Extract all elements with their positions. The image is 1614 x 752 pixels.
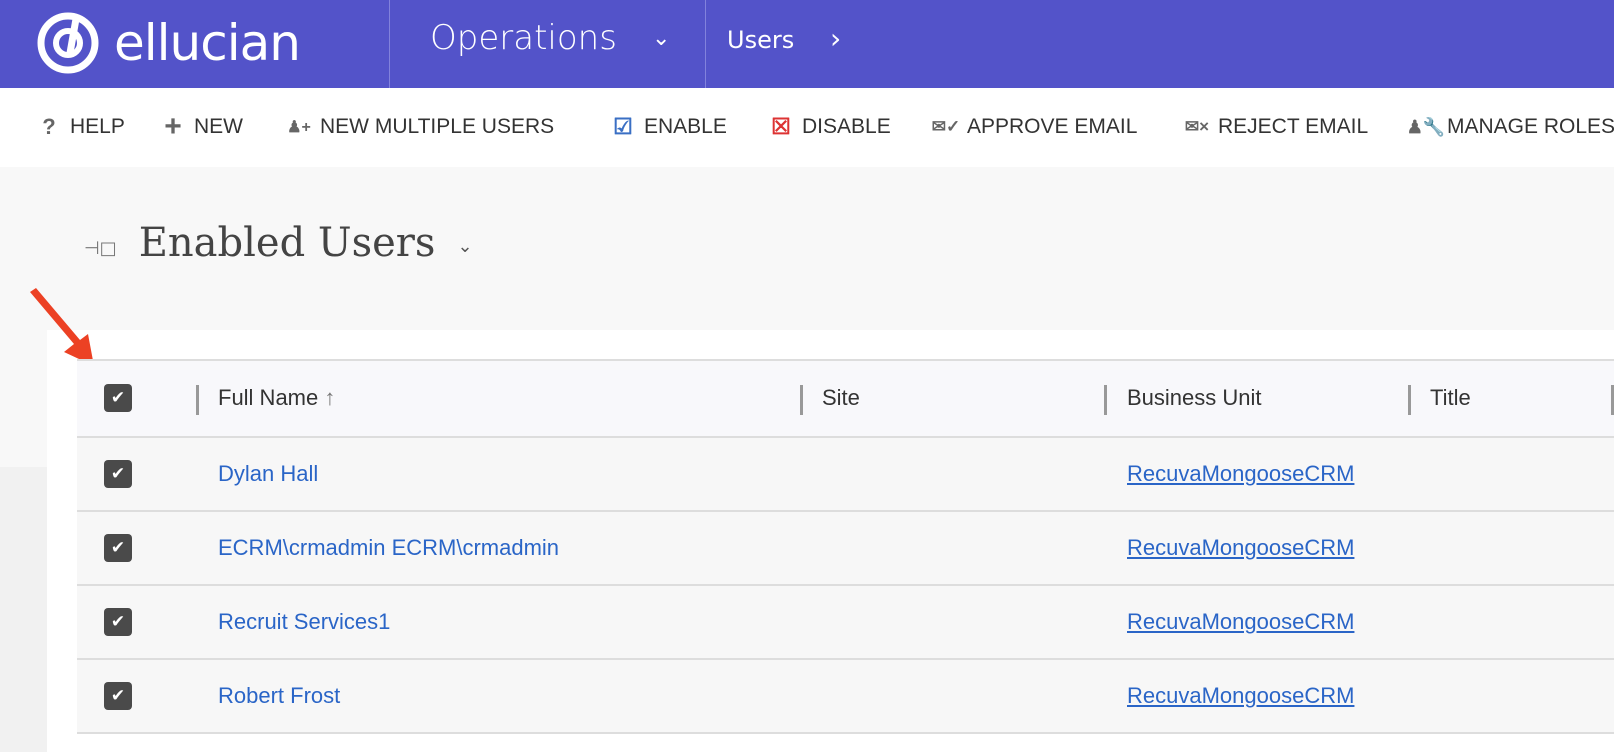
help-label: HELP <box>70 115 125 138</box>
manage-roles-label: MANAGE ROLES <box>1447 115 1614 138</box>
column-separator[interactable] <box>196 385 199 415</box>
new-multiple-users-button[interactable]: ♟+ NEW MULTIPLE USERS <box>286 114 554 140</box>
full-name-link[interactable]: Robert Frost <box>218 683 341 708</box>
new-multiple-users-label: NEW MULTIPLE USERS <box>320 115 555 138</box>
nav-divider <box>389 0 390 88</box>
select-all-checkbox[interactable]: ✔ <box>104 384 132 412</box>
business-unit-link[interactable]: RecuvaMongooseCRM <box>1127 609 1355 634</box>
column-separator[interactable] <box>1611 385 1614 415</box>
column-separator[interactable] <box>800 385 803 415</box>
table-header: ✔ Full Name ↑ Site Business Unit Title <box>77 359 1614 438</box>
full-name-link[interactable]: ECRM\crmadmin ECRM\crmadmin <box>218 535 560 560</box>
reject-email-label: REJECT EMAIL <box>1218 115 1369 138</box>
row-checkbox[interactable]: ✔ <box>104 682 132 710</box>
manage-roles-button[interactable]: ♟🔧 MANAGE ROLES <box>1406 114 1614 140</box>
sort-ascending-icon: ↑ <box>324 385 336 410</box>
column-header-title[interactable]: Title <box>1430 385 1471 410</box>
reject-email-icon: ✉× <box>1184 117 1210 136</box>
enable-label: ENABLE <box>644 115 727 138</box>
help-icon: ? <box>42 114 56 139</box>
manage-roles-icon: ♟🔧 <box>1406 116 1446 137</box>
top-nav: ellucian Operations ⌄ Users › <box>0 0 1614 88</box>
entity-breadcrumb[interactable]: Users <box>727 26 795 54</box>
business-unit-link[interactable]: RecuvaMongooseCRM <box>1127 683 1355 708</box>
left-strip <box>0 467 47 752</box>
chevron-down-icon[interactable]: ⌄ <box>652 26 671 51</box>
disable-button[interactable]: ☒ DISABLE <box>768 114 891 140</box>
reject-email-button[interactable]: ✉× REJECT EMAIL <box>1184 114 1368 140</box>
plus-icon: + <box>164 110 182 143</box>
full-name-link[interactable]: Recruit Services1 <box>218 609 391 634</box>
chevron-right-icon[interactable]: › <box>830 22 842 55</box>
full-name-link[interactable]: Dylan Hall <box>218 461 319 486</box>
row-checkbox[interactable]: ✔ <box>104 460 132 488</box>
table-row[interactable]: ✔ ECRM\crmadmin ECRM\crmadmin RecuvaMong… <box>77 512 1614 586</box>
pin-icon[interactable]: ⊣□ <box>84 237 117 259</box>
new-label: NEW <box>194 115 243 138</box>
business-unit-link[interactable]: RecuvaMongooseCRM <box>1127 461 1355 486</box>
table-row[interactable]: ✔ Dylan Hall RecuvaMongooseCRM <box>77 438 1614 512</box>
nav-divider <box>705 0 706 88</box>
page-title: Enabled Users <box>138 220 436 266</box>
row-checkbox[interactable]: ✔ <box>104 608 132 636</box>
approve-email-icon: ✉✓ <box>931 117 961 136</box>
enable-icon: ☑ <box>613 114 633 139</box>
column-separator[interactable] <box>1408 385 1411 415</box>
approve-email-label: APPROVE EMAIL <box>967 115 1138 138</box>
add-users-icon: ♟+ <box>287 119 311 136</box>
ellucian-logo[interactable]: ellucian <box>36 10 301 76</box>
row-checkbox[interactable]: ✔ <box>104 534 132 562</box>
view-selector[interactable]: ⊣□ Enabled Users ⌄ <box>84 220 473 266</box>
business-unit-link[interactable]: RecuvaMongooseCRM <box>1127 535 1355 560</box>
chevron-down-icon[interactable]: ⌄ <box>457 235 473 257</box>
logo-text: ellucian <box>114 14 301 72</box>
command-bar: ? HELP + NEW ♟+ NEW MULTIPLE USERS ☑ ENABLE … <box>0 88 1614 167</box>
column-header-full-name[interactable]: Full Name ↑ <box>218 385 335 411</box>
ellucian-logo-icon <box>37 12 99 74</box>
column-separator[interactable] <box>1104 385 1107 415</box>
approve-email-button[interactable]: ✉✓ APPROVE EMAIL <box>931 114 1138 140</box>
enable-button[interactable]: ☑ ENABLE <box>610 114 727 140</box>
help-button[interactable]: ? HELP <box>36 114 125 140</box>
column-header-business-unit[interactable]: Business Unit <box>1127 385 1262 410</box>
table-row[interactable]: ✔ Recruit Services1 RecuvaMongooseCRM <box>77 586 1614 660</box>
column-header-site[interactable]: Site <box>822 385 860 410</box>
area-menu[interactable]: Operations <box>430 18 617 58</box>
disable-icon: ☒ <box>771 114 791 139</box>
annotation-arrow-icon <box>30 288 94 366</box>
full-name-label: Full Name <box>218 385 319 410</box>
new-button[interactable]: + NEW <box>160 110 243 143</box>
table-row[interactable]: ✔ Robert Frost RecuvaMongooseCRM <box>77 660 1614 734</box>
disable-label: DISABLE <box>802 115 891 138</box>
